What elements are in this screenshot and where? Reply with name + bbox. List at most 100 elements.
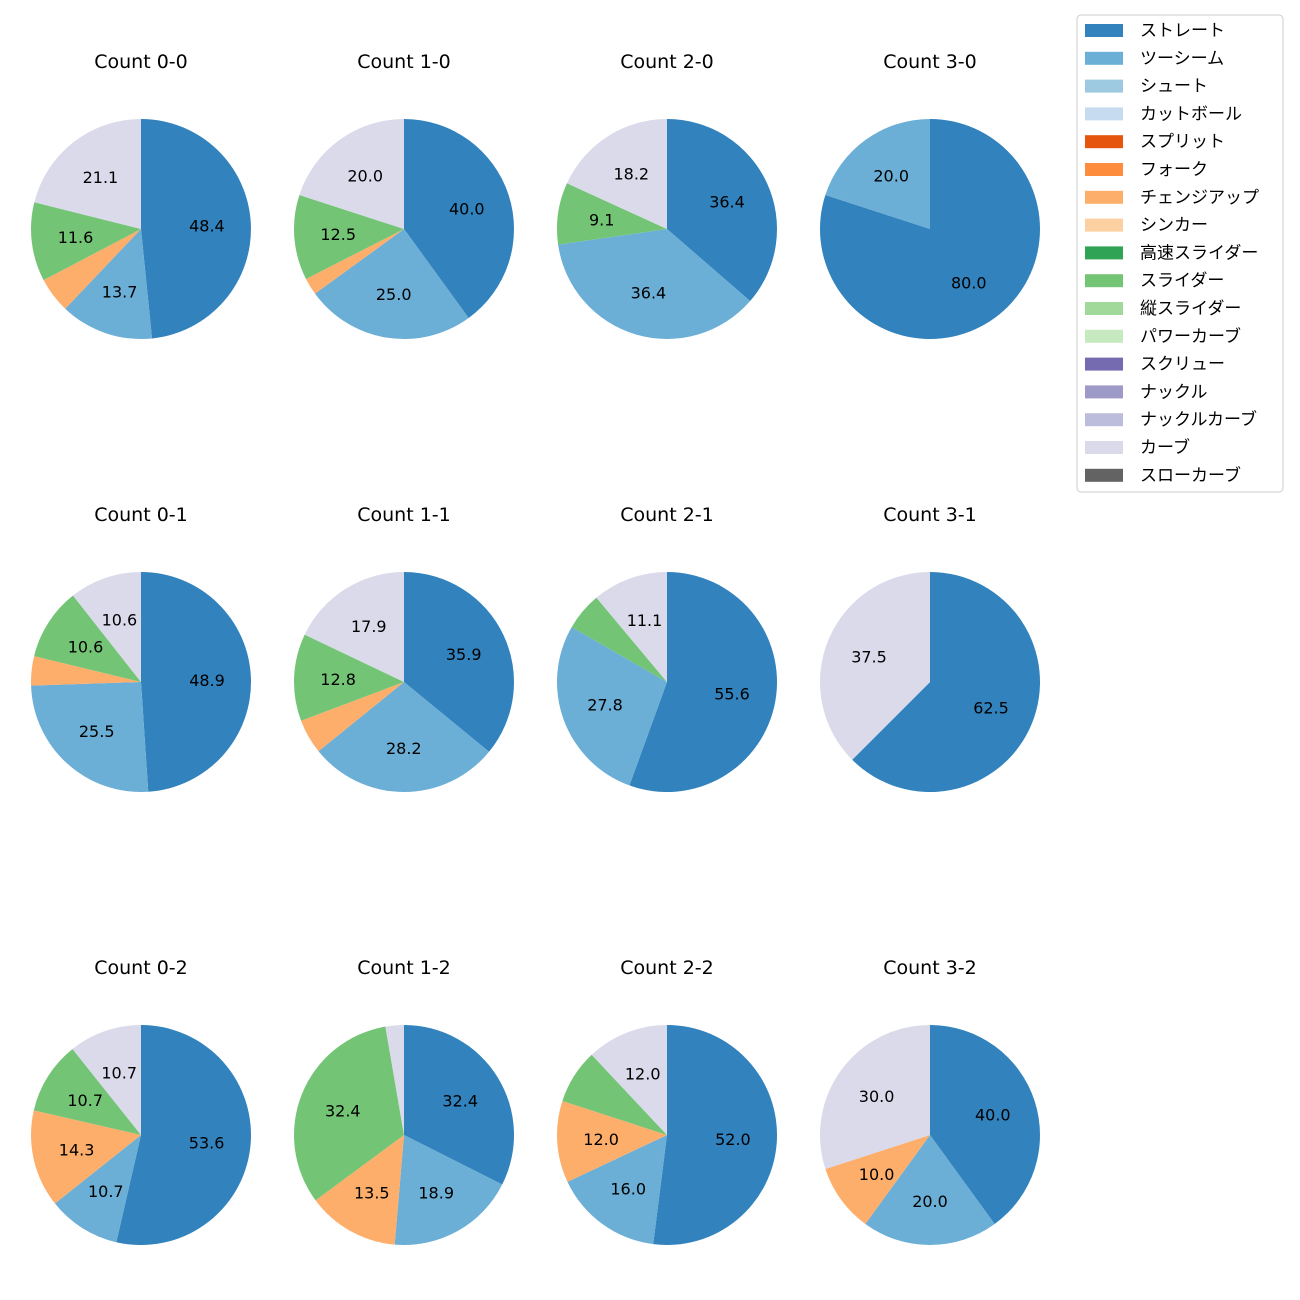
slice-label: 10.6 — [68, 637, 104, 656]
pie-slice — [385, 1025, 404, 1135]
slice-label: 20.0 — [912, 1192, 948, 1211]
legend-label: フォーク — [1140, 160, 1208, 180]
pie-10: Count 1-2 32.4 18.9 13.5 32.4 — [293, 957, 514, 1245]
slice-label: 20.0 — [347, 167, 383, 186]
slice-label: 20.0 — [873, 167, 909, 186]
pie-slice — [558, 229, 751, 339]
slice-label: 40.0 — [975, 1106, 1011, 1125]
pie-slice — [30, 202, 142, 281]
slice-label: 10.6 — [102, 611, 138, 630]
legend-item: スライダー — [1085, 271, 1224, 291]
pie-slice — [301, 682, 404, 752]
slice-label: 10.0 — [859, 1165, 895, 1184]
pie-slice — [293, 195, 404, 279]
legend-swatch — [1085, 468, 1123, 482]
pie-slice — [404, 572, 514, 752]
pie-slice — [557, 183, 667, 245]
pie-slice — [865, 1135, 995, 1246]
slice-label: 48.4 — [189, 217, 225, 236]
slice-label: 10.7 — [67, 1091, 103, 1110]
slice-label: 25.0 — [376, 285, 412, 304]
pie-slice — [820, 572, 930, 760]
slice-label: 18.9 — [418, 1184, 454, 1203]
legend-item: フォーク — [1085, 160, 1208, 180]
legend-item: 高速スライダー — [1085, 243, 1258, 263]
pie-8: Count 3-1 62.5 37.5 — [820, 504, 1041, 792]
legend-label: 縦スライダー — [1140, 299, 1241, 319]
pie-slice — [299, 119, 404, 229]
slice-label: 12.0 — [625, 1065, 661, 1084]
slice-label: 9.1 — [589, 211, 614, 230]
pie-slice — [667, 119, 777, 302]
legend-item: シンカー — [1085, 216, 1208, 236]
slice-label: 35.9 — [446, 645, 482, 664]
pie-slice — [404, 119, 515, 318]
pie-title: Count 2-1 — [620, 504, 714, 526]
slice-label: 13.7 — [102, 282, 138, 301]
pie-slice — [591, 1025, 667, 1135]
slice-label: 10.7 — [88, 1182, 124, 1201]
legend-item: ツーシーム — [1085, 49, 1224, 69]
pie-slice — [315, 229, 469, 340]
pie-3: Count 2-0 36.4 36.4 9.1 18.2 — [557, 51, 777, 339]
pie-title: Count 3-0 — [883, 51, 977, 73]
legend-item: スローカーブ — [1085, 465, 1241, 486]
legend-swatch — [1085, 79, 1123, 93]
legend-label: チェンジアップ — [1140, 188, 1259, 208]
legend-swatch — [1085, 302, 1123, 315]
legend-swatch — [1085, 51, 1123, 65]
slice-label: 14.3 — [59, 1141, 95, 1160]
slice-label: 12.8 — [320, 670, 356, 689]
pie-5: Count 0-1 48.9 25.5 10.6 10.6 — [31, 504, 251, 792]
legend-swatch — [1085, 24, 1123, 37]
legend-swatch — [1085, 190, 1123, 204]
legend-swatch — [1085, 413, 1123, 427]
pie-slice — [141, 572, 251, 792]
pie-slice — [930, 1025, 1041, 1224]
legend-item: スプリット — [1085, 132, 1225, 152]
pie-slice — [571, 597, 667, 682]
pie-slice — [293, 1026, 404, 1201]
pie-slice — [819, 1025, 930, 1169]
pie-slice — [629, 572, 778, 792]
slice-label: 55.6 — [714, 684, 750, 703]
pie-slice — [566, 119, 667, 229]
pie-slice — [825, 1135, 930, 1224]
legend-item: ナックル — [1085, 382, 1208, 402]
legend: ストレートツーシームシュートカットボールスプリットフォークチェンジアップシンカー… — [1076, 14, 1284, 493]
pie-title: Count 0-2 — [94, 957, 188, 979]
slice-label: 30.0 — [859, 1087, 895, 1106]
pie-slice — [31, 656, 142, 686]
legend-frame — [1076, 14, 1284, 493]
pie-slice — [72, 1025, 141, 1135]
pie-slice — [852, 572, 1041, 792]
pie-slice — [394, 1135, 503, 1245]
pie-slice — [315, 1135, 404, 1245]
slice-label: 13.5 — [354, 1184, 390, 1203]
pie-title: Count 2-0 — [620, 51, 714, 73]
pie-title: Count 0-1 — [94, 504, 188, 526]
legend-item: チェンジアップ — [1085, 188, 1259, 208]
pie-2: Count 1-0 40.0 25.0 12.5 20.0 — [293, 51, 515, 340]
slice-label: 32.4 — [325, 1101, 361, 1120]
legend-label: カットボール — [1140, 104, 1242, 124]
slice-label: 25.5 — [79, 722, 115, 741]
pie-slice — [31, 682, 149, 792]
legend-item: パワーカーブ — [1085, 326, 1241, 347]
pie-title: Count 1-0 — [357, 51, 451, 73]
pie-slice — [116, 1025, 251, 1246]
legend-swatch — [1085, 135, 1123, 149]
pie-6: Count 1-1 35.9 28.2 12.8 17.9 — [293, 504, 514, 793]
slice-label: 36.4 — [709, 193, 745, 212]
pie-slice — [825, 119, 930, 229]
pie-12: Count 3-2 40.0 20.0 10.0 30.0 — [819, 957, 1041, 1246]
slice-label: 10.7 — [101, 1064, 137, 1083]
legend-label: ナックルカーブ — [1140, 409, 1257, 430]
pie-slice — [819, 119, 1040, 339]
slice-label: 80.0 — [951, 273, 987, 292]
slice-label: 53.6 — [189, 1133, 225, 1152]
slice-label: 32.4 — [442, 1091, 478, 1110]
legend-label: スクリュー — [1140, 355, 1225, 375]
legend-item: ストレート — [1085, 21, 1225, 41]
legend-swatch — [1085, 218, 1123, 232]
